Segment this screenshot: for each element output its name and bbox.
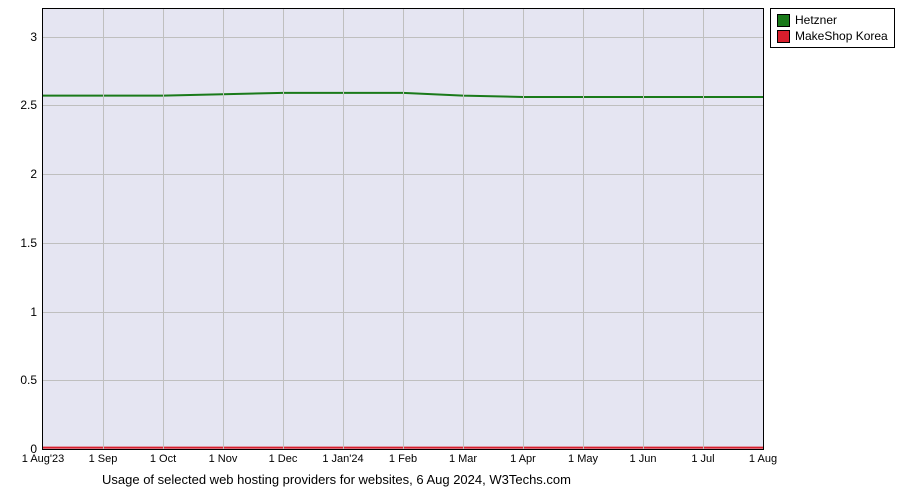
chart-container: 00.511.522.531 Aug'231 Sep1 Oct1 Nov1 De… xyxy=(0,0,900,500)
legend-label: Hetzner xyxy=(795,12,837,28)
legend-swatch xyxy=(777,30,790,43)
ytick-label: 2.5 xyxy=(20,98,43,112)
ytick-label: 1.5 xyxy=(20,236,43,250)
xtick-label: 1 Aug xyxy=(749,449,777,465)
xtick-label: 1 May xyxy=(568,449,598,465)
xtick-label: 1 Feb xyxy=(389,449,417,465)
grid-line-vertical xyxy=(163,9,164,449)
xtick-label: 1 Dec xyxy=(269,449,298,465)
grid-line-vertical xyxy=(223,9,224,449)
legend: HetznerMakeShop Korea xyxy=(770,8,895,48)
xtick-label: 1 Jun xyxy=(630,449,657,465)
xtick-label: 1 Apr xyxy=(510,449,536,465)
grid-line-vertical xyxy=(523,9,524,449)
legend-swatch xyxy=(777,14,790,27)
xtick-label: 1 Mar xyxy=(449,449,477,465)
xtick-label: 1 Jul xyxy=(691,449,714,465)
ytick-label: 0.5 xyxy=(20,373,43,387)
chart-caption: Usage of selected web hosting providers … xyxy=(102,472,571,487)
xtick-label: 1 Aug'23 xyxy=(22,449,64,465)
xtick-label: 1 Oct xyxy=(150,449,176,465)
ytick-label: 2 xyxy=(30,167,43,181)
grid-line-vertical xyxy=(463,9,464,449)
grid-line-vertical xyxy=(343,9,344,449)
plot-area: 00.511.522.531 Aug'231 Sep1 Oct1 Nov1 De… xyxy=(42,8,764,450)
grid-line-vertical xyxy=(643,9,644,449)
ytick-label: 1 xyxy=(30,305,43,319)
legend-item: Hetzner xyxy=(777,12,888,28)
grid-line-vertical xyxy=(283,9,284,449)
ytick-label: 3 xyxy=(30,30,43,44)
xtick-label: 1 Nov xyxy=(209,449,238,465)
xtick-label: 1 Sep xyxy=(89,449,118,465)
grid-line-vertical xyxy=(403,9,404,449)
legend-item: MakeShop Korea xyxy=(777,28,888,44)
xtick-label: 1 Jan'24 xyxy=(322,449,363,465)
grid-line-vertical xyxy=(583,9,584,449)
grid-line-vertical xyxy=(703,9,704,449)
legend-label: MakeShop Korea xyxy=(795,28,888,44)
grid-line-vertical xyxy=(103,9,104,449)
